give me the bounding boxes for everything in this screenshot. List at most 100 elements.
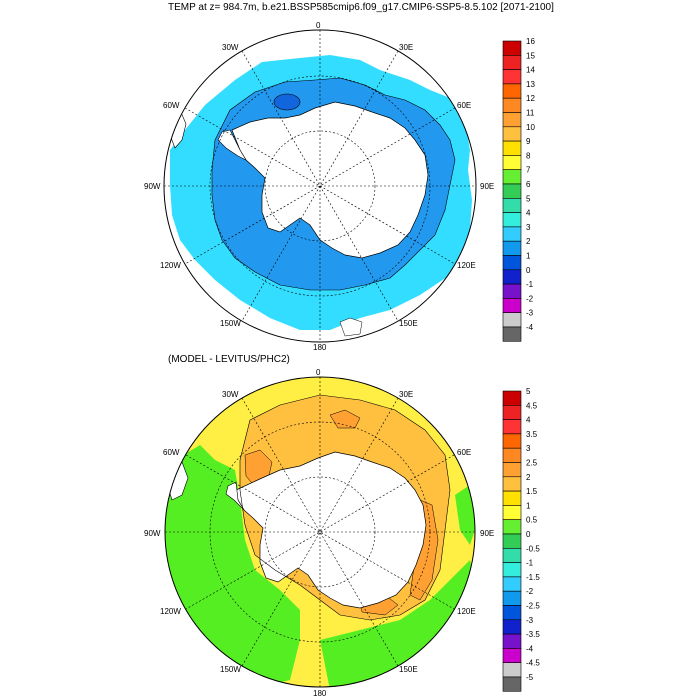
top-colorbar-box: [502, 212, 522, 228]
top-contour-line: [211, 77, 456, 291]
top-colorbar-box: [502, 240, 522, 256]
bottom-contour-line: [239, 394, 451, 621]
bottom-antarctic-peninsula: [225, 481, 245, 511]
bottom-colorbar-label: -4.5: [526, 659, 540, 668]
top-lon-label-120e: 120E: [457, 261, 476, 270]
top-colorbar-box: [502, 226, 522, 242]
bottom-map-border: [164, 376, 476, 688]
bottom-colorbar-box: [502, 404, 522, 420]
top-colorbar-box: [502, 326, 522, 342]
top-lon-label-150e: 150E: [399, 319, 418, 328]
top-colorbar-label: 2: [526, 237, 531, 246]
bottom-lon-label-60e: 60E: [457, 448, 471, 457]
top-antarctic-peninsula: [217, 129, 247, 161]
bottom-colorbar-box: [502, 619, 522, 635]
bottom-colorbar-label: -1: [526, 559, 534, 568]
top-colorbar-label: 0: [526, 266, 531, 275]
top-colorbar-box: [502, 155, 522, 170]
top-colorbar-label: 10: [526, 123, 535, 132]
top-colorbar-label: 15: [526, 51, 535, 60]
top-colorbar-box: [502, 54, 522, 70]
bottom-colorbar-box: [502, 390, 522, 406]
bottom-lon-label-30e: 30E: [399, 390, 413, 399]
top-colorbar-box: [502, 112, 522, 128]
bottom-colorbar-label: 0.5: [526, 516, 538, 525]
top-colorbar-label: 4: [526, 209, 531, 218]
bottom-lon-label-60w: 60W: [163, 448, 180, 457]
bottom-lon-label-0: 0: [316, 368, 321, 377]
top-colorbar-box: [502, 298, 522, 313]
bottom-map: 0 30E 60E 90E 120E 150E 180 150W 120W 90…: [144, 368, 494, 698]
bottom-colorbar-box: [502, 505, 522, 520]
bottom-colorbar-box: [502, 605, 522, 621]
bottom-colorbar-label: -2: [526, 587, 534, 596]
bottom-colorbar-label: -4: [526, 644, 534, 653]
bottom-green-region-southeast: [320, 560, 475, 687]
bottom-colorbar-box: [502, 519, 522, 535]
top-lon-label-180: 180: [313, 343, 327, 352]
top-lon-label-30w: 30W: [222, 43, 239, 52]
bottom-colorbar-box: [502, 590, 522, 606]
top-colorbar-label: 14: [526, 66, 535, 75]
top-colorbar-box: [502, 269, 522, 285]
top-colorbar-label: 6: [526, 180, 531, 189]
bottom-lon-label-180: 180: [313, 689, 327, 698]
top-lon-label-90w: 90W: [144, 182, 161, 191]
top-colorbar-label: 3: [526, 223, 531, 232]
top-colorbar-label: 12: [526, 94, 535, 103]
top-lon-label-0: 0: [316, 21, 321, 30]
top-colorbar-label: 1: [526, 252, 531, 261]
bottom-colorbar-label: 5: [526, 387, 531, 396]
bottom-colorbar-label: 1.5: [526, 487, 538, 496]
top-lon-label-90e: 90E: [480, 182, 494, 191]
bottom-colorbar-box: [502, 433, 522, 449]
top-colorbar-label: 7: [526, 166, 531, 175]
bottom-graticule: [165, 377, 475, 687]
top-lon-label-150w: 150W: [220, 319, 241, 328]
top-colorbar-box: [502, 69, 522, 85]
bottom-colorbar-box: [502, 447, 522, 463]
top-colorbar-label: -1: [526, 280, 534, 289]
bottom-colorbar-box: [502, 547, 522, 563]
bottom-lon-label-90e: 90E: [480, 529, 494, 538]
top-colorbar-box: [502, 40, 522, 56]
bottom-colorbar-label: 4: [526, 416, 531, 425]
top-colorbar-label: -2: [526, 294, 534, 303]
top-colorbar-label: -4: [526, 323, 534, 332]
top-colorbar-label: 8: [526, 151, 531, 160]
bottom-colorbar-box: [502, 633, 522, 649]
top-colorbar-box: [502, 198, 522, 213]
top-colorbar-label: 11: [526, 109, 535, 118]
bottom-colorbar-box: [502, 662, 522, 678]
bottom-colorbar-box: [502, 648, 522, 664]
bottom-lon-label-120w: 120W: [160, 607, 181, 616]
top-dark-blue-patch: [273, 93, 301, 111]
bottom-lon-label-90w: 90W: [144, 529, 161, 538]
top-colorbar-box: [502, 169, 522, 185]
top-lon-label-30e: 30E: [399, 43, 413, 52]
bottom-colorbar-box: [502, 676, 522, 692]
bottom-colorbar-label: -2.5: [526, 602, 540, 611]
top-colorbar-label: 5: [526, 194, 531, 203]
bottom-lon-label-150e: 150E: [399, 665, 418, 674]
top-new-zealand: [339, 317, 363, 337]
bottom-colorbar-label: -5: [526, 673, 534, 682]
bottom-colorbar-label: -3.5: [526, 630, 540, 639]
top-colorbar-label: 16: [526, 37, 535, 46]
top-colorbar-box: [502, 312, 522, 328]
top-colorbar-box: [502, 83, 522, 99]
top-lon-label-120w: 120W: [160, 261, 181, 270]
top-colorbar-box: [502, 97, 522, 113]
bottom-colorbar-label: 4.5: [526, 401, 538, 410]
top-colorbar-box: [502, 283, 522, 299]
bottom-colorbar-label: 3: [526, 444, 531, 453]
top-lon-label-60e: 60E: [457, 101, 471, 110]
bottom-dark-orange-patch-1: [329, 409, 361, 429]
top-map-title: TEMP at z= 984.7m, b.e21.BSSP585cmip6.f0…: [168, 2, 554, 13]
bottom-colorbar-box: [502, 533, 522, 549]
top-colorbar-box: [502, 126, 522, 142]
bottom-colorbar-label: 1: [526, 501, 531, 510]
top-colorbar-box: [502, 255, 522, 271]
bottom-colorbar-box: [502, 462, 522, 478]
